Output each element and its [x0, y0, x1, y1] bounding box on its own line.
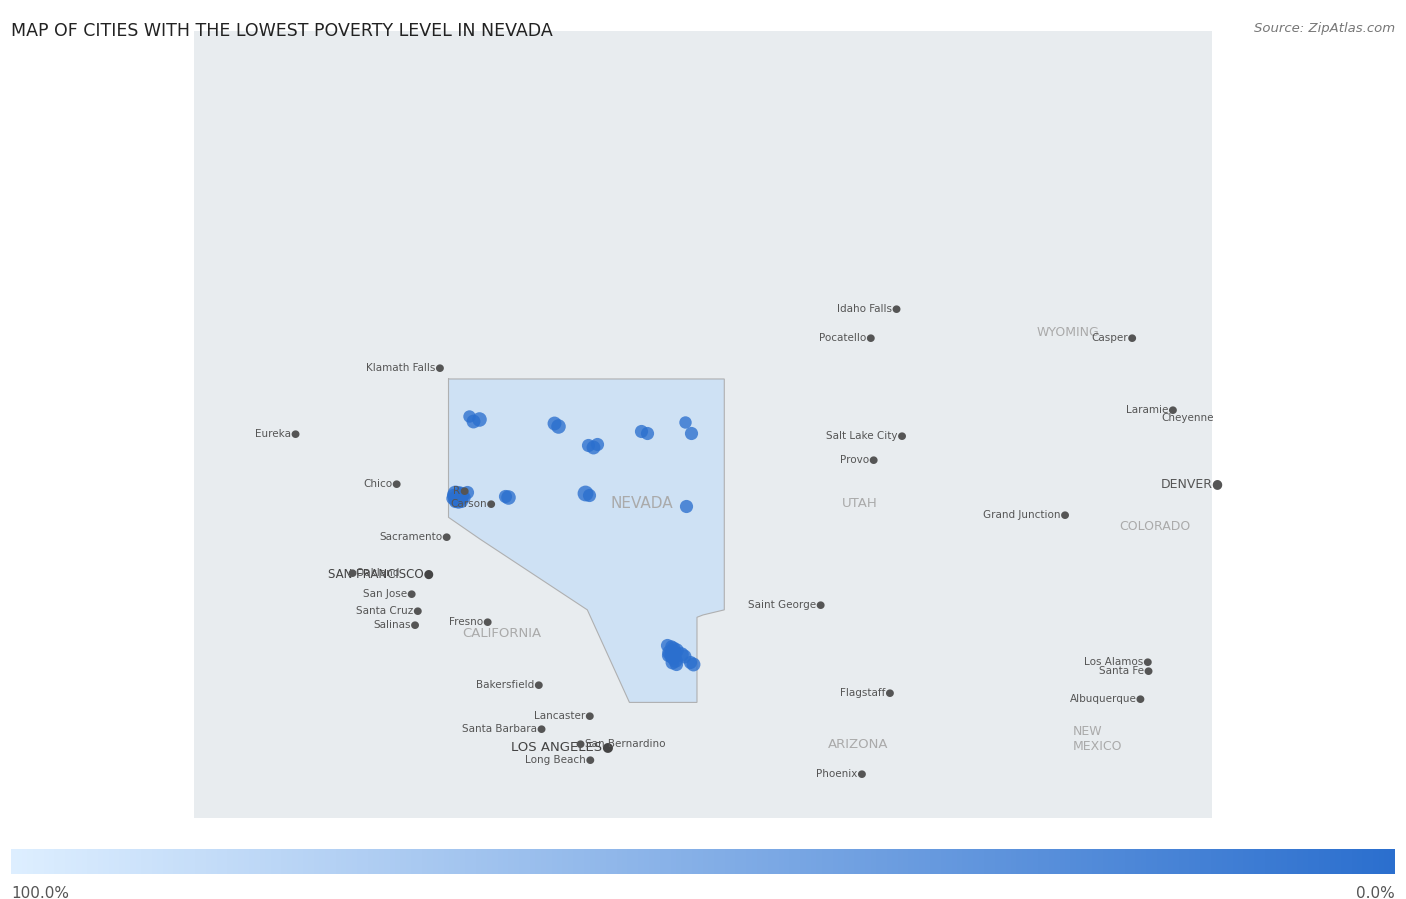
Text: Klamath Falls●: Klamath Falls● — [366, 363, 444, 373]
Text: Salinas●: Salinas● — [373, 619, 419, 629]
Point — [665, 643, 688, 657]
Point — [496, 490, 519, 504]
Text: Idaho Falls●: Idaho Falls● — [837, 304, 901, 314]
Point — [547, 419, 569, 433]
Point — [681, 426, 703, 441]
Point — [446, 489, 468, 503]
Text: Salt Lake City●: Salt Lake City● — [825, 431, 905, 441]
Point — [585, 437, 607, 451]
Point — [444, 485, 467, 500]
Text: Santa Fe●: Santa Fe● — [1099, 666, 1153, 676]
Text: Chico●: Chico● — [363, 478, 402, 488]
Point — [441, 488, 464, 503]
Point — [453, 490, 475, 504]
Text: Eureka●: Eureka● — [254, 429, 299, 439]
Text: San Jose●: San Jose● — [363, 589, 416, 599]
Point — [664, 653, 686, 667]
Text: UTAH: UTAH — [842, 497, 877, 510]
Point — [582, 440, 605, 454]
Point — [461, 414, 484, 428]
Text: 0.0%: 0.0% — [1355, 886, 1395, 899]
Point — [630, 423, 652, 438]
Point — [574, 486, 596, 501]
Text: R●: R● — [453, 486, 470, 496]
Point — [675, 499, 697, 513]
Text: NEW
MEXICO: NEW MEXICO — [1073, 725, 1122, 753]
Point — [661, 654, 683, 669]
Text: Carson●: Carson● — [450, 499, 495, 510]
Text: Flagstaff●: Flagstaff● — [839, 688, 894, 699]
Point — [443, 494, 465, 508]
Text: Santa Barbara●: Santa Barbara● — [463, 725, 547, 734]
Text: Lancaster●: Lancaster● — [534, 711, 595, 721]
Point — [467, 412, 489, 426]
Text: Fresno●: Fresno● — [449, 617, 492, 627]
Point — [576, 438, 599, 452]
Point — [662, 641, 685, 655]
Text: MAP OF CITIES WITH THE LOWEST POVERTY LEVEL IN NEVADA: MAP OF CITIES WITH THE LOWEST POVERTY LE… — [11, 22, 553, 40]
Point — [450, 491, 472, 505]
Text: Bakersfield●: Bakersfield● — [477, 681, 544, 690]
Text: WYOMING: WYOMING — [1036, 325, 1099, 339]
Point — [444, 492, 467, 506]
Text: DENVER●: DENVER● — [1161, 477, 1225, 490]
Text: Source: ZipAtlas.com: Source: ZipAtlas.com — [1254, 22, 1395, 35]
Text: Santa Cruz●: Santa Cruz● — [356, 606, 422, 616]
Text: Cheyenne: Cheyenne — [1161, 414, 1213, 423]
Polygon shape — [449, 378, 724, 702]
Point — [494, 488, 516, 503]
Text: SAN FRANCISCO●: SAN FRANCISCO● — [328, 568, 434, 581]
Text: Long Beach●: Long Beach● — [524, 755, 595, 765]
Text: Sacramento●: Sacramento● — [380, 531, 451, 542]
Point — [673, 649, 696, 663]
Text: Casper●: Casper● — [1091, 334, 1137, 343]
Point — [447, 486, 470, 501]
Point — [447, 492, 470, 506]
Text: LOS ANGELES●: LOS ANGELES● — [510, 740, 613, 752]
Text: Grand Junction●: Grand Junction● — [983, 510, 1070, 520]
Point — [440, 491, 463, 505]
Point — [661, 645, 683, 660]
Point — [451, 488, 474, 503]
Text: Laramie●: Laramie● — [1126, 405, 1178, 415]
Text: 100.0%: 100.0% — [11, 886, 69, 899]
Text: ●Oakland: ●Oakland — [347, 568, 399, 578]
Point — [673, 415, 696, 430]
Point — [657, 637, 679, 652]
Point — [447, 494, 470, 509]
Text: COLORADO: COLORADO — [1119, 521, 1191, 533]
Point — [665, 656, 688, 671]
Point — [662, 647, 685, 662]
Point — [636, 425, 658, 440]
Point — [450, 486, 472, 501]
Point — [543, 416, 565, 431]
Point — [658, 645, 681, 659]
Text: Los Alamos●: Los Alamos● — [1084, 656, 1152, 667]
Text: Saint George●: Saint George● — [748, 601, 825, 610]
Text: NEVADA: NEVADA — [610, 496, 673, 511]
Point — [578, 488, 600, 503]
Point — [662, 650, 685, 664]
Point — [449, 489, 471, 503]
Text: Provo●: Provo● — [839, 456, 877, 466]
Text: CALIFORNIA: CALIFORNIA — [463, 627, 541, 639]
Text: ARIZONA: ARIZONA — [828, 737, 889, 751]
Point — [669, 647, 692, 662]
Text: Phoenix●: Phoenix● — [817, 770, 866, 779]
Point — [458, 408, 481, 423]
Point — [456, 485, 478, 500]
Point — [682, 657, 704, 672]
Point — [657, 647, 679, 662]
Point — [659, 648, 682, 663]
Text: Pocatello●: Pocatello● — [818, 334, 875, 343]
Point — [664, 645, 686, 659]
Text: Albuquerque●: Albuquerque● — [1070, 694, 1146, 704]
Point — [450, 494, 472, 508]
Point — [659, 639, 682, 654]
Point — [679, 654, 702, 669]
Text: ●San Bernardino: ●San Bernardino — [575, 739, 665, 749]
